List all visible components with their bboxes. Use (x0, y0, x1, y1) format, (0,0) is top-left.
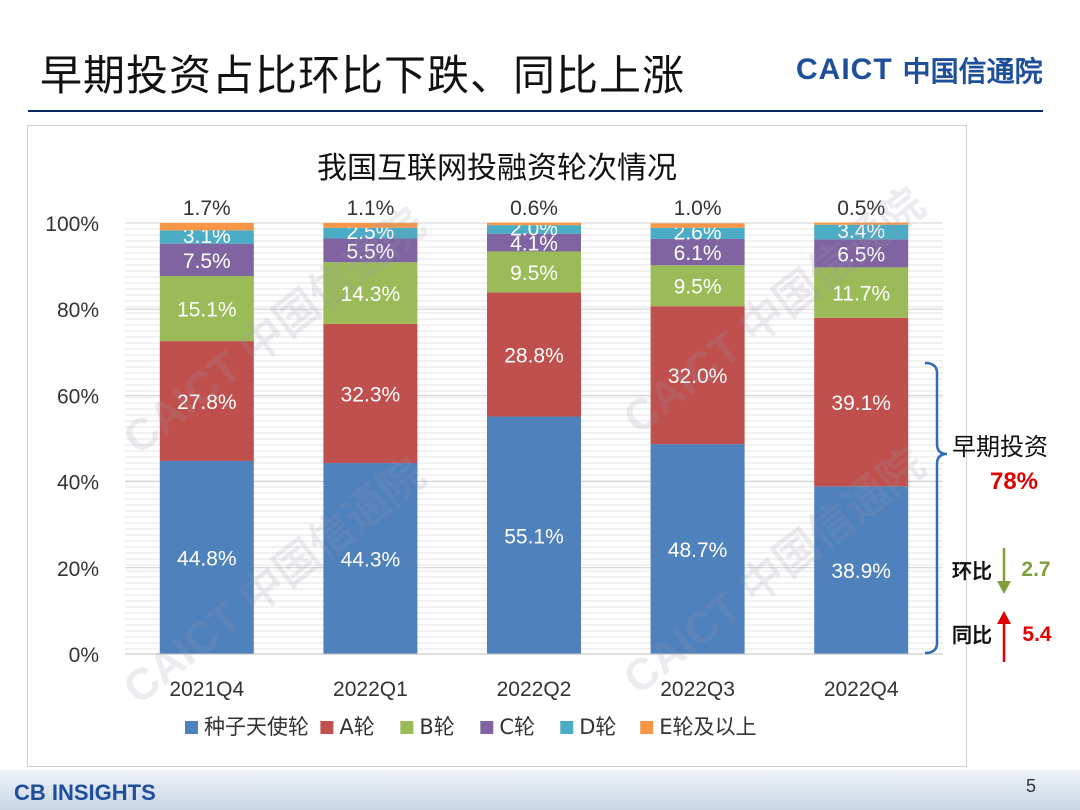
data-label: 32.3% (341, 383, 401, 406)
bar-segment (323, 223, 418, 228)
y-tick-label: 40% (57, 472, 99, 495)
data-label: 6.5% (837, 243, 885, 266)
bar-segment (487, 416, 581, 654)
bar-segment (159, 243, 254, 277)
data-label: 27.8% (177, 391, 237, 414)
chart-area: 我国互联网投融资轮次情况 0% 20% 40% 60% 80% 100% 44.8% 27.8%… (27, 125, 967, 767)
early-investment-value: 78% (990, 468, 1038, 495)
bar-segment (814, 239, 909, 268)
bar-segment (814, 222, 909, 225)
bar-segment (159, 276, 254, 342)
bar-segment (814, 267, 909, 318)
bar-segment (323, 323, 418, 464)
data-label: 4.1% (510, 233, 558, 256)
data-label: 2.0% (510, 217, 558, 240)
data-label: 55.1% (504, 525, 564, 548)
footer-logo: CB INSIGHTS (14, 780, 156, 805)
logo-text-cn: 中国信通院 (902, 55, 1043, 88)
caict-logo: CAICT 中国信通院 (796, 50, 1043, 90)
up-arrow-icon (997, 611, 1011, 624)
bar-segment (159, 230, 254, 244)
data-label: 3.4% (837, 220, 885, 243)
down-arrow-icon (997, 581, 1011, 594)
data-label: 0.6% (510, 197, 558, 220)
title-divider (28, 110, 1043, 112)
bar-segment (814, 224, 909, 240)
data-label: 6.1% (674, 242, 722, 265)
data-label: 1.1% (346, 197, 394, 220)
bar-segment (650, 223, 745, 228)
legend-swatch (320, 721, 334, 734)
legend-label: C轮 (499, 715, 535, 739)
bar-segment (159, 341, 254, 461)
x-tick-label: 2022Q2 (497, 678, 572, 701)
data-label: 1.0% (674, 197, 722, 220)
bar-segment (650, 306, 745, 445)
data-label: 38.9% (831, 560, 891, 583)
bar-segment (650, 238, 745, 266)
y-tick-label: 100% (45, 213, 99, 236)
bar-segment (159, 460, 254, 654)
slide-title: 早期投资占比环比下跌、同比上涨 (40, 51, 686, 100)
data-label: 44.8% (177, 547, 237, 570)
bar-segment (650, 444, 745, 654)
bar-segment (487, 225, 581, 234)
data-label: 0.5% (837, 197, 885, 220)
bar-segment (323, 463, 418, 654)
y-tick-label: 20% (57, 558, 99, 581)
bar-segment (814, 486, 909, 654)
bar-segment (159, 223, 254, 231)
data-label: 44.3% (341, 549, 401, 572)
qoq-value: 2.7 (1021, 558, 1050, 581)
bar-segment (814, 317, 909, 487)
legend-swatch (480, 721, 494, 734)
legend-label: B轮 (419, 715, 454, 739)
yoy-value: 5.4 (1022, 623, 1052, 646)
bar-segment (323, 227, 418, 239)
bar-segment (323, 238, 418, 263)
legend-label: 种子天使轮 (204, 715, 309, 739)
data-label: 5.5% (346, 240, 394, 263)
y-tick-label: 60% (57, 385, 99, 408)
bar-segment (323, 262, 418, 324)
data-label: 11.7% (832, 283, 890, 306)
x-tick-label: 2022Q3 (660, 678, 735, 701)
x-tick-label: 2022Q1 (333, 678, 408, 701)
legend-label: D轮 (579, 715, 616, 739)
bar-segment (487, 251, 581, 293)
bar-segment (487, 222, 581, 226)
chart-title: 我国互联网投融资轮次情况 (317, 151, 677, 186)
bar-segment (650, 227, 745, 239)
page-number: 5 (1025, 776, 1036, 796)
legend-label: A轮 (339, 715, 374, 739)
legend-swatch (185, 721, 198, 734)
data-label: 3.1% (183, 225, 231, 248)
data-label: 28.8% (504, 344, 564, 367)
data-label: 48.7% (668, 539, 728, 562)
data-label: 39.1% (831, 392, 891, 415)
y-tick-label: 0% (69, 644, 99, 667)
x-tick-label: 2021Q4 (169, 678, 244, 701)
data-label: 1.7% (183, 197, 231, 220)
bar-segment (650, 265, 745, 307)
bar-segment (487, 233, 581, 252)
logo-text-en: CAICT (796, 53, 893, 86)
legend-swatch (560, 721, 574, 734)
footer-bar (0, 770, 1080, 810)
data-label: 9.5% (674, 276, 722, 299)
data-label: 9.5% (510, 262, 558, 285)
data-label: 32.0% (668, 365, 728, 388)
stacked-bar-chart: 我国互联网投融资轮次情况 0% 20% 40% 60% 80% 100% 44.8% 27.8%… (45, 151, 943, 739)
legend-swatch (640, 721, 654, 734)
y-tick-label: 80% (57, 299, 99, 322)
x-tick-label: 2022Q4 (824, 678, 899, 701)
data-label: 15.1% (177, 299, 237, 322)
legend-swatch (400, 721, 414, 734)
data-label: 14.3% (341, 283, 401, 306)
data-label: 7.5% (183, 250, 231, 273)
bar-segment (487, 292, 581, 417)
legend-label: E轮及以上 (659, 715, 756, 739)
